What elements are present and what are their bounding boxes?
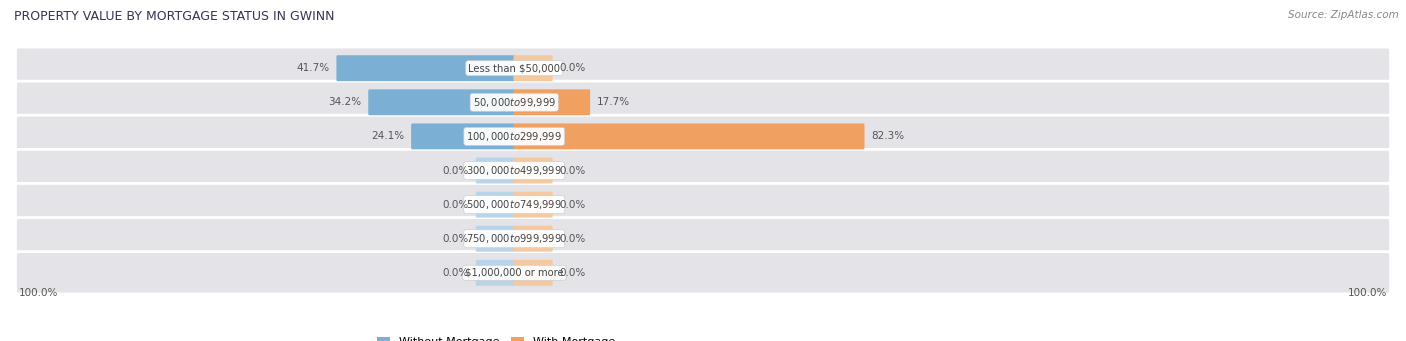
Text: 0.0%: 0.0% bbox=[560, 199, 586, 210]
FancyBboxPatch shape bbox=[475, 260, 515, 286]
Text: 0.0%: 0.0% bbox=[560, 234, 586, 244]
FancyBboxPatch shape bbox=[475, 192, 515, 218]
FancyBboxPatch shape bbox=[475, 158, 515, 183]
Text: $500,000 to $749,999: $500,000 to $749,999 bbox=[467, 198, 562, 211]
FancyBboxPatch shape bbox=[475, 226, 515, 252]
FancyBboxPatch shape bbox=[336, 55, 515, 81]
FancyBboxPatch shape bbox=[15, 252, 1391, 294]
Text: 0.0%: 0.0% bbox=[443, 199, 470, 210]
FancyBboxPatch shape bbox=[513, 158, 553, 183]
Text: 17.7%: 17.7% bbox=[598, 97, 630, 107]
Text: Less than $50,000: Less than $50,000 bbox=[468, 63, 560, 73]
Text: 34.2%: 34.2% bbox=[329, 97, 361, 107]
Text: 0.0%: 0.0% bbox=[560, 268, 586, 278]
FancyBboxPatch shape bbox=[15, 218, 1391, 260]
Legend: Without Mortgage, With Mortgage: Without Mortgage, With Mortgage bbox=[373, 332, 620, 341]
FancyBboxPatch shape bbox=[513, 226, 553, 252]
FancyBboxPatch shape bbox=[513, 89, 591, 115]
Text: $300,000 to $499,999: $300,000 to $499,999 bbox=[467, 164, 562, 177]
Text: 0.0%: 0.0% bbox=[443, 165, 470, 176]
Text: 24.1%: 24.1% bbox=[371, 131, 405, 142]
Text: Source: ZipAtlas.com: Source: ZipAtlas.com bbox=[1288, 10, 1399, 20]
FancyBboxPatch shape bbox=[411, 123, 515, 149]
Text: 0.0%: 0.0% bbox=[560, 165, 586, 176]
Text: $750,000 to $999,999: $750,000 to $999,999 bbox=[467, 232, 562, 245]
Text: 100.0%: 100.0% bbox=[18, 288, 58, 298]
FancyBboxPatch shape bbox=[513, 55, 553, 81]
Text: $1,000,000 or more: $1,000,000 or more bbox=[465, 268, 564, 278]
FancyBboxPatch shape bbox=[513, 192, 553, 218]
Text: 82.3%: 82.3% bbox=[872, 131, 904, 142]
FancyBboxPatch shape bbox=[15, 47, 1391, 89]
Text: 0.0%: 0.0% bbox=[443, 268, 470, 278]
FancyBboxPatch shape bbox=[513, 260, 553, 286]
Text: $50,000 to $99,999: $50,000 to $99,999 bbox=[472, 96, 555, 109]
Text: 0.0%: 0.0% bbox=[443, 234, 470, 244]
FancyBboxPatch shape bbox=[15, 81, 1391, 123]
FancyBboxPatch shape bbox=[15, 149, 1391, 192]
Text: 100.0%: 100.0% bbox=[1348, 288, 1388, 298]
Text: $100,000 to $299,999: $100,000 to $299,999 bbox=[467, 130, 562, 143]
FancyBboxPatch shape bbox=[15, 183, 1391, 226]
Text: 0.0%: 0.0% bbox=[560, 63, 586, 73]
FancyBboxPatch shape bbox=[513, 123, 865, 149]
FancyBboxPatch shape bbox=[15, 115, 1391, 158]
Text: PROPERTY VALUE BY MORTGAGE STATUS IN GWINN: PROPERTY VALUE BY MORTGAGE STATUS IN GWI… bbox=[14, 10, 335, 23]
Text: 41.7%: 41.7% bbox=[297, 63, 329, 73]
FancyBboxPatch shape bbox=[368, 89, 515, 115]
